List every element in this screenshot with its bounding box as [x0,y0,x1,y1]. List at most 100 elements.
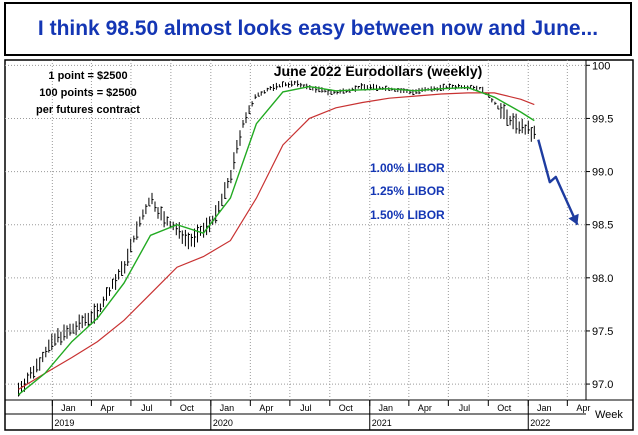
price-bar [30,367,33,379]
x-month-label: Oct [180,403,195,413]
y-tick-label: 98.5 [592,220,613,232]
price-bar [45,346,48,358]
price-bar [251,101,254,107]
y-tick-label: 99.5 [592,113,613,125]
price-bar [309,85,312,90]
x-month-label: Jan [537,403,552,413]
x-month-label: Jul [141,403,153,413]
annotation-1-25-libor: 1.25% LIBOR [370,184,445,198]
price-bar [215,205,218,224]
x-year-label: 2021 [372,418,392,428]
price-bar [503,103,506,120]
y-tick-labels: 97.0 97.5 98.0 98.5 99.0 99.5 100 [586,60,613,391]
price-bar [60,331,63,346]
price-bar [178,222,181,239]
price-bar [263,90,266,94]
price-bar [115,274,118,290]
price-bar [527,121,530,134]
price-bar [497,105,500,110]
annotation-1-50-libor: 1.50% LIBOR [370,208,445,222]
price-bar [102,296,105,308]
price-bar [494,101,497,105]
price-bar [288,82,291,88]
price-bar [81,315,84,329]
price-bar [524,124,527,135]
price-bar [75,321,78,336]
x-month-label: Jan [378,403,393,413]
price-bar [512,113,515,130]
projection-arrow-line [537,139,579,226]
price-bar [518,121,521,134]
price-bar [51,333,54,351]
x-month-label: Oct [339,403,354,413]
x-axis-label: Week [595,409,623,421]
price-bar [163,211,166,228]
y-tick-label: 97.0 [592,379,613,391]
price-bar [84,313,87,326]
x-month-label: Apr [100,403,114,413]
x-month-label: Jan [61,403,76,413]
price-bar [500,103,503,119]
price-bar [482,86,485,94]
x-month-label: Jan [220,403,235,413]
price-bar [454,85,457,90]
price-bar [118,269,121,280]
price-bar [324,89,327,93]
price-bar [48,339,51,353]
price-bar [157,207,160,219]
price-bar [230,170,233,184]
price-bar [166,216,169,226]
price-bars [18,80,536,397]
x-year-label: 2019 [54,418,74,428]
price-bar [121,261,124,276]
price-bar [184,229,187,247]
headline-banner: I think 98.50 almost looks easy between … [4,2,632,56]
x-month-label: Apr [418,403,432,413]
price-bar [136,221,139,240]
price-bar [181,230,184,244]
price-bar [63,324,66,341]
price-bar [357,86,360,89]
x-tick-labels: Jan Apr Jul Oct Jan Apr Jul Oct Jan Apr Jul Oct Jan A… [51,400,590,430]
price-bar [54,333,57,346]
price-bar [69,323,72,336]
plot-frame [4,59,634,431]
chart-title: June 2022 Eurodollars (weekly) [274,63,483,79]
price-bar [266,87,269,92]
price-bar [294,80,297,85]
slow-moving-average-line [18,92,535,390]
price-bar [269,86,272,91]
price-bar [224,182,227,199]
price-bar [160,206,163,221]
price-bar [430,86,433,92]
price-bar [145,204,148,215]
price-bar [515,113,518,134]
price-bar [354,85,357,92]
y-tick-label: 99.0 [592,167,613,179]
price-bar [506,109,509,126]
x-month-label: Apr [576,403,590,413]
price-bar [133,235,136,243]
note-line-1: 1 point = $2500 [48,70,127,82]
price-bar [530,127,533,142]
y-tick-label: 100 [592,60,610,72]
price-bar [370,84,373,90]
price-bar [151,192,154,205]
price-bar [318,86,321,93]
price-bar [197,224,200,243]
price-bar [245,112,248,124]
price-bar [27,372,30,384]
price-bar [278,84,281,88]
price-bar [236,140,239,154]
price-bar [239,130,242,146]
x-month-label: Oct [497,403,512,413]
note-line-3: per futures contract [36,104,140,116]
price-bar [260,91,263,96]
price-bar [33,365,36,379]
price-bar [139,216,142,227]
grid [5,60,586,400]
price-bar [439,84,442,91]
price-bar [200,225,203,236]
